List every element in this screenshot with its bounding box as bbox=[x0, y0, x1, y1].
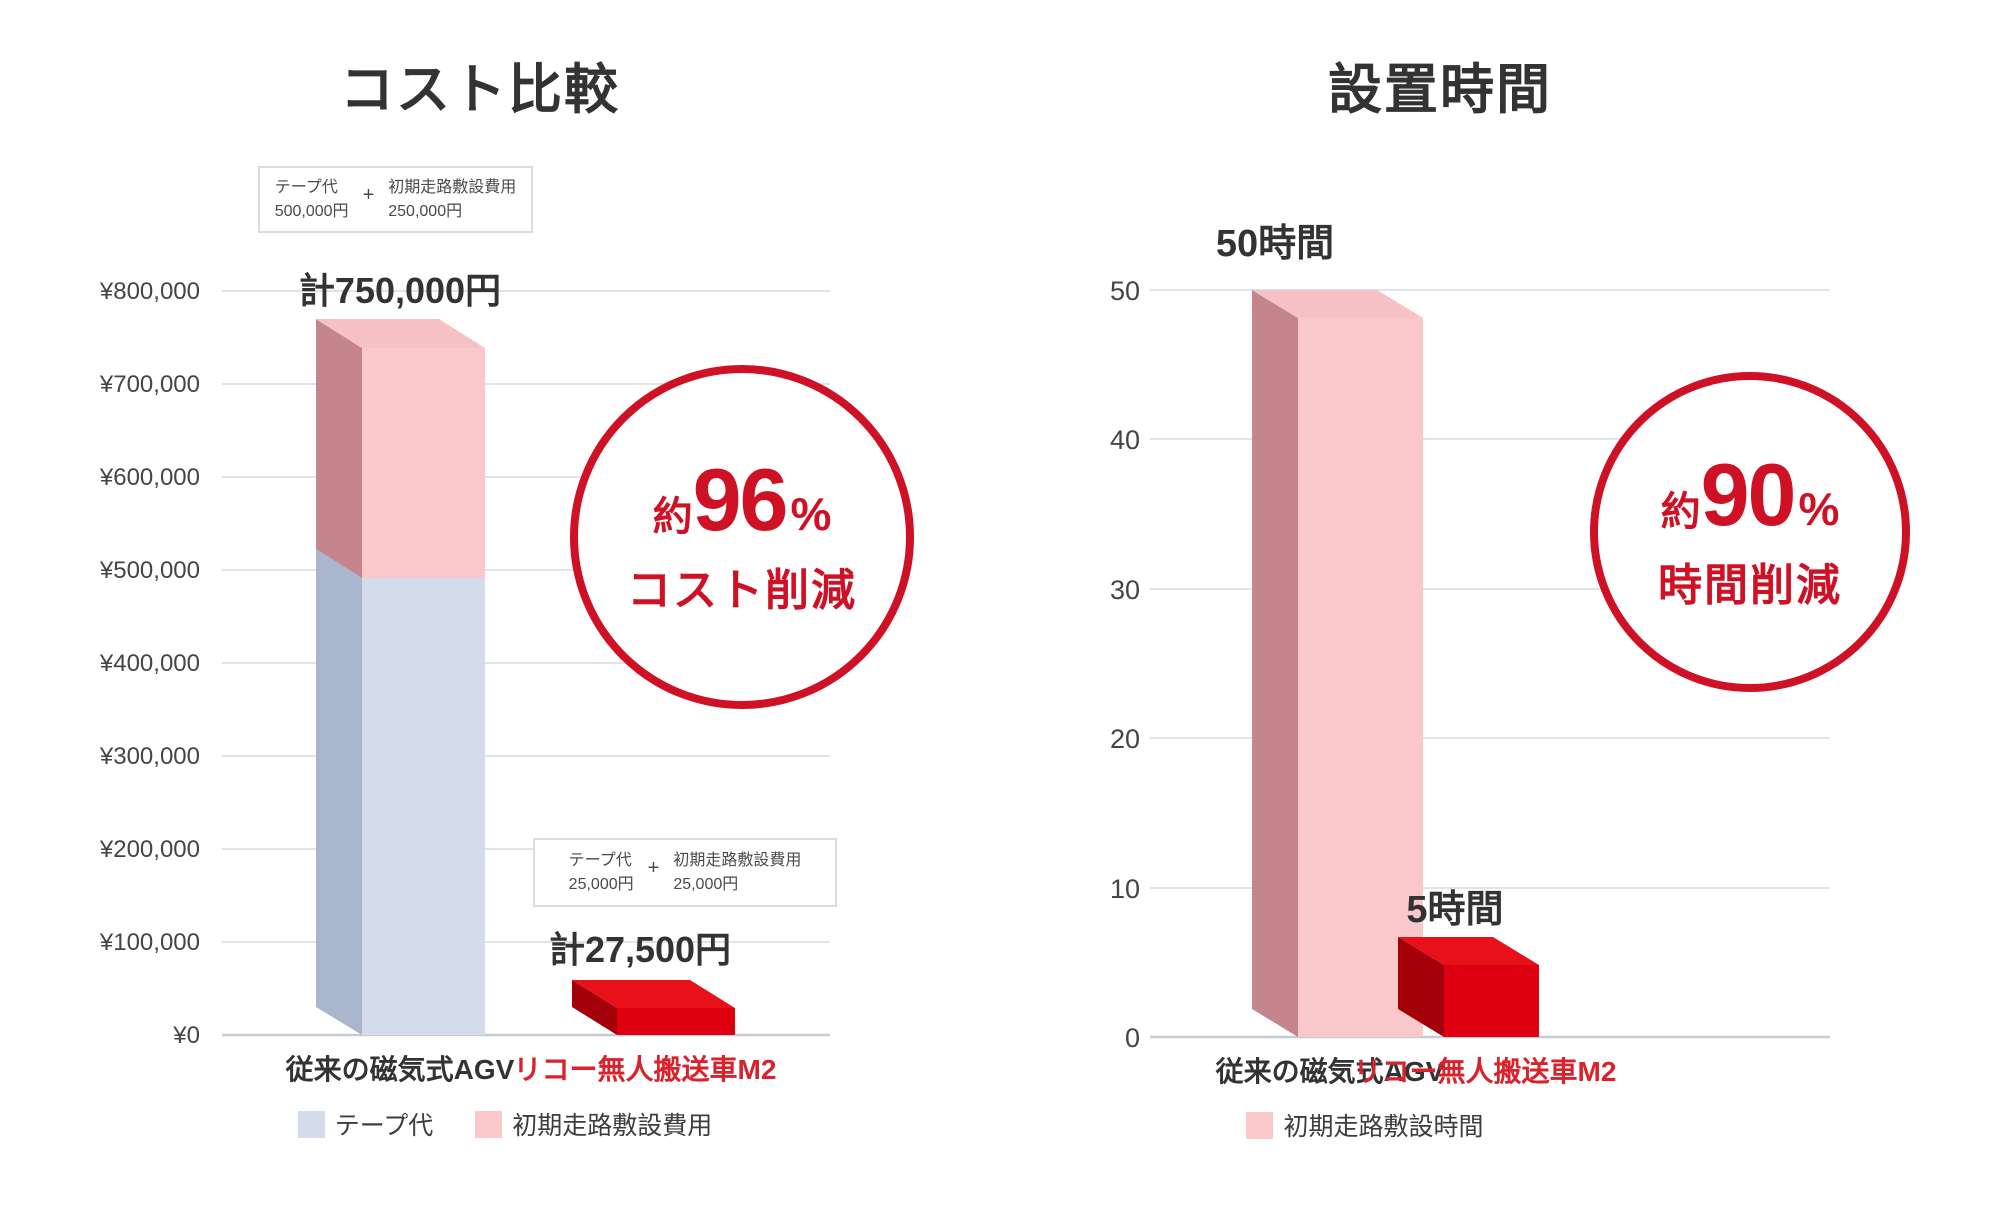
cost-bar-agv-install-side bbox=[316, 319, 362, 578]
cost-bar-agv-tape-side bbox=[316, 549, 362, 1035]
cost-category-m2: リコー無人搬送車M2 bbox=[513, 1054, 777, 1085]
cost-annotation-top-item1-label: テープ代 bbox=[274, 178, 338, 196]
plus-sign: + bbox=[362, 184, 375, 206]
install-cost-color-swatch bbox=[475, 1110, 503, 1138]
time-category-agv: 従来の磁気式AGV bbox=[1215, 1056, 1445, 1087]
time-bar-m2-front bbox=[1444, 965, 1539, 1037]
time-reduction-badge: 約 90 % 時間削減 bbox=[1590, 372, 1910, 692]
cost-annotation-top-item2-value: 250,000円 bbox=[388, 202, 463, 220]
cost-total-agv: 計750,000円 bbox=[298, 270, 502, 311]
time-badge-label: 時間削減 bbox=[1658, 561, 1842, 610]
cost-annotation-bottom-item1: テープ代 25,000円 bbox=[569, 849, 634, 897]
cost-annotation-bottom-item1-label: テープ代 bbox=[568, 851, 632, 869]
cost-annotation-top-item1-value: 500,000円 bbox=[274, 202, 349, 220]
time-ytick-50: 50 bbox=[1109, 276, 1140, 306]
cost-annotation-top-item1: テープ代 500,000円 bbox=[275, 176, 349, 224]
cost-ytick-700000: ¥700,000 bbox=[99, 371, 200, 398]
cost-ytick-100000: ¥100,000 bbox=[99, 929, 200, 956]
cost-badge-unit: % bbox=[790, 488, 832, 540]
cost-total-m2: 計27,500円 bbox=[548, 929, 732, 970]
cost-badge-line1: 約 96 % bbox=[653, 456, 832, 544]
cost-ytick-200000: ¥200,000 bbox=[99, 836, 200, 863]
cost-bar-m2 bbox=[572, 980, 735, 1035]
cost-ytick-600000: ¥600,000 bbox=[99, 464, 200, 491]
cost-badge-label: コスト削減 bbox=[627, 566, 857, 615]
time-ytick-40: 40 bbox=[1109, 425, 1140, 455]
cost-bar-m2-front bbox=[617, 1008, 735, 1035]
cost-badge-value: 96 bbox=[692, 450, 789, 549]
cost-annotation-bottom: テープ代 25,000円 + 初期走路敷設費用 25,000円 bbox=[533, 838, 837, 907]
cost-ytick-400000: ¥400,000 bbox=[99, 650, 200, 677]
time-ytick-20: 20 bbox=[1109, 724, 1140, 754]
time-ytick-10: 10 bbox=[1109, 874, 1140, 904]
install-time-color-swatch bbox=[1246, 1111, 1274, 1139]
time-bar-agv-side bbox=[1252, 290, 1298, 1037]
cost-annotation-bottom-item2: 初期走路敷設費用 25,000円 bbox=[673, 849, 801, 897]
time-bar-m2-side bbox=[1398, 937, 1444, 1037]
cost-ytick-0: ¥0 bbox=[173, 1022, 200, 1049]
cost-legend: テープ代 初期走路敷設費用 bbox=[180, 1106, 830, 1142]
time-badge-value: 90 bbox=[1700, 445, 1797, 544]
cost-legend-install-label: 初期走路敷設費用 bbox=[512, 1112, 713, 1140]
time-badge-prefix: 約 bbox=[1660, 490, 1701, 534]
cost-annotation-top-item2-label: 初期走路敷設費用 bbox=[388, 178, 517, 196]
time-badge-line1: 約 90 % bbox=[1661, 451, 1840, 539]
cost-bar-agv bbox=[316, 319, 485, 1035]
time-value-m2: 5時間 bbox=[1406, 889, 1504, 931]
time-bar-agv bbox=[1252, 290, 1423, 1037]
time-bar-m2 bbox=[1398, 937, 1539, 1037]
cost-bar-m2-side bbox=[572, 980, 617, 1035]
cost-ytick-800000: ¥800,000 bbox=[99, 278, 200, 305]
cost-ytick-300000: ¥300,000 bbox=[99, 743, 200, 770]
cost-bar-m2-top bbox=[572, 980, 735, 1008]
time-chart-title: 設置時間 bbox=[1328, 60, 1552, 120]
cost-annotation-bottom-item2-value: 25,000円 bbox=[673, 875, 739, 893]
cost-annotation-bottom-item2-label: 初期走路敷設費用 bbox=[673, 851, 802, 869]
plus-sign: + bbox=[647, 857, 660, 879]
tape-color-swatch bbox=[297, 1110, 325, 1138]
cost-legend-item-install: 初期走路敷設費用 bbox=[475, 1106, 712, 1142]
time-ytick-30: 30 bbox=[1109, 575, 1140, 605]
cost-annotation-bottom-item1-value: 25,000円 bbox=[568, 875, 634, 893]
cost-reduction-badge: 約 96 % コスト削減 bbox=[570, 365, 914, 709]
cost-badge-prefix: 約 bbox=[652, 495, 693, 539]
time-ytick-0: 0 bbox=[1124, 1023, 1140, 1053]
time-legend-item-install: 初期走路敷設時間 bbox=[1246, 1107, 1484, 1143]
time-bar-agv-front bbox=[1298, 318, 1423, 1037]
cost-annotation-top: テープ代 500,000円 + 初期走路敷設費用 250,000円 bbox=[258, 166, 533, 233]
cost-category-agv: 従来の磁気式AGV bbox=[285, 1054, 515, 1085]
cost-chart-title: コスト比較 bbox=[340, 60, 620, 120]
time-bar-m2-top bbox=[1398, 937, 1539, 965]
time-badge-unit: % bbox=[1798, 483, 1840, 535]
cost-legend-item-tape: テープ代 bbox=[297, 1106, 434, 1142]
cost-bar-agv-install-top bbox=[316, 319, 485, 348]
cost-legend-tape-label: テープ代 bbox=[334, 1112, 434, 1140]
cost-annotation-top-item2: 初期走路敷設費用 250,000円 bbox=[388, 176, 516, 224]
time-value-agv: 50時間 bbox=[1215, 223, 1335, 265]
cost-ytick-500000: ¥500,000 bbox=[99, 557, 200, 584]
time-category-m2: リコー無人搬送車M2 bbox=[1353, 1056, 1617, 1087]
cost-bar-agv-tape-front bbox=[362, 578, 485, 1035]
time-bar-agv-top bbox=[1252, 290, 1423, 318]
time-legend-install-label: 初期走路敷設時間 bbox=[1283, 1113, 1484, 1141]
time-legend: 初期走路敷設時間 bbox=[1100, 1107, 1630, 1143]
cost-bar-agv-install-front bbox=[362, 348, 485, 578]
